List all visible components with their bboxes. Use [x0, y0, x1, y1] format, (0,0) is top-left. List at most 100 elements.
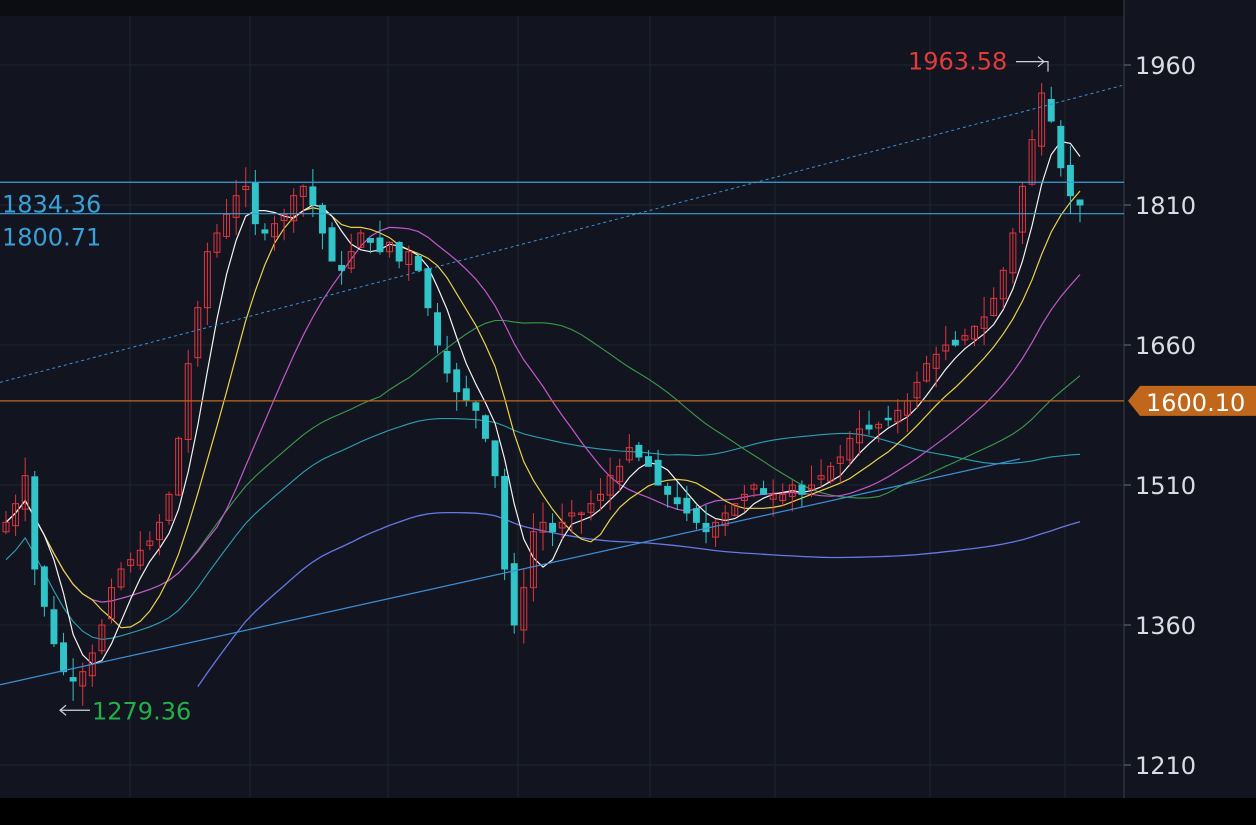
resistance-1-label: 1834.36	[2, 190, 101, 218]
candle-up	[280, 213, 288, 222]
candle-down	[251, 182, 259, 225]
candle-up	[146, 540, 154, 546]
candle-up	[1028, 139, 1036, 185]
candle-up	[155, 521, 163, 541]
candle-down	[884, 417, 892, 421]
candle-up	[194, 307, 202, 359]
candle-up	[616, 465, 624, 483]
candle-up	[606, 475, 614, 496]
candle-up	[127, 559, 135, 566]
resistance-2-label: 1800.71	[2, 224, 101, 252]
current-price-tag	[1128, 385, 1256, 416]
candle-up	[290, 195, 298, 222]
candle-down	[645, 456, 652, 467]
candle-up	[299, 185, 307, 197]
candle-up	[980, 316, 988, 329]
candle-up	[21, 475, 29, 510]
candle-down	[434, 312, 441, 346]
candle-up	[836, 456, 844, 464]
candle-up	[827, 465, 835, 482]
candle-up	[232, 195, 240, 218]
support-trendline	[0, 458, 1021, 686]
candle-up	[1009, 232, 1017, 274]
candle-up	[568, 512, 576, 517]
candle-up	[529, 531, 537, 589]
candle-down	[549, 522, 557, 533]
candle-down	[31, 476, 39, 570]
candle-up	[769, 493, 777, 500]
candle-down	[1057, 125, 1065, 169]
candle-down	[414, 255, 422, 271]
candle-down	[491, 440, 499, 477]
candle-up	[932, 353, 940, 369]
candle-up	[271, 223, 278, 238]
candle-down	[1066, 164, 1074, 197]
candle-down	[760, 488, 768, 495]
candle-down	[654, 459, 662, 486]
candle-down	[60, 642, 68, 673]
low-arrow	[59, 704, 90, 716]
y-tick-label: 1210	[1135, 752, 1196, 780]
candle-up	[347, 251, 355, 269]
candle-up	[213, 232, 221, 253]
y-tick-label: 1960	[1135, 52, 1196, 80]
candle-up	[175, 437, 183, 496]
candle-down	[481, 415, 489, 439]
candle-up	[779, 493, 787, 501]
candle-up	[721, 512, 729, 527]
candle-up	[961, 335, 969, 341]
ma120-line	[5, 417, 1081, 640]
candle-up	[923, 363, 931, 382]
candle-down	[673, 497, 681, 505]
candle-up	[117, 568, 125, 588]
y-tick-label: 1660	[1135, 332, 1196, 360]
candle-up	[999, 269, 1007, 300]
candle-down	[40, 566, 48, 607]
candle-down	[376, 237, 384, 253]
y-tick-label: 1810	[1135, 192, 1196, 220]
candle-down	[328, 227, 336, 262]
candle-down	[309, 186, 317, 206]
candle-up	[136, 549, 144, 566]
candle-up	[750, 484, 758, 490]
candle-down	[443, 350, 451, 374]
candle-up	[1038, 92, 1046, 147]
y-tick-label: 1360	[1135, 612, 1196, 640]
candle-down	[472, 402, 480, 411]
candle-down	[1076, 199, 1084, 206]
high-label: 1963.58	[908, 48, 1007, 76]
candle-up	[242, 185, 250, 191]
y-tick-label: 1510	[1135, 472, 1196, 500]
candle-up	[740, 493, 748, 502]
low-label: 1279.36	[92, 697, 191, 725]
candle-up	[223, 213, 231, 237]
top-edge	[0, 0, 1256, 16]
candle-up	[817, 475, 825, 480]
candle-up	[597, 493, 605, 501]
current-price-label: 1600.10	[1146, 389, 1245, 417]
candle-up	[712, 521, 720, 538]
candle-down	[635, 444, 643, 458]
candle-down	[318, 204, 326, 234]
candle-up	[894, 409, 902, 423]
candle-down	[683, 497, 691, 514]
candle-up	[971, 325, 978, 340]
candle-up	[520, 587, 528, 631]
candle-down	[366, 237, 374, 243]
candle-down	[424, 268, 432, 309]
candle-down	[510, 563, 518, 626]
candle-up	[625, 447, 633, 461]
channel-trendline	[0, 85, 1123, 383]
candle-down	[1047, 98, 1055, 122]
ma20-line	[5, 226, 1081, 603]
candle-up	[79, 671, 87, 687]
candle-up	[587, 503, 595, 513]
candle-up	[731, 503, 739, 516]
candle-up	[165, 493, 173, 521]
candle-down	[664, 485, 672, 495]
bottom-edge	[0, 798, 1256, 825]
candle-up	[405, 251, 413, 266]
candle-down	[462, 388, 470, 402]
candle-up	[942, 344, 950, 352]
candle-up	[875, 423, 883, 429]
